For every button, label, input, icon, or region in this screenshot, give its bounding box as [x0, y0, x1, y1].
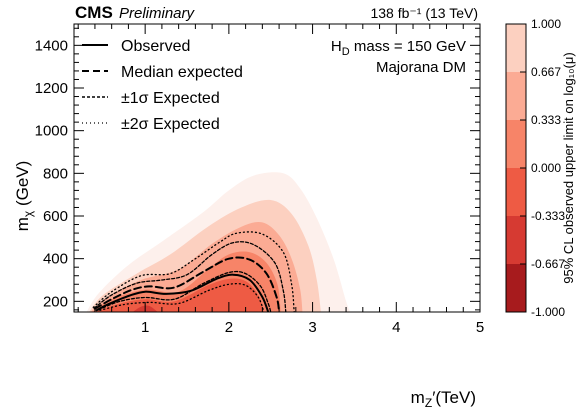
colorbar-band — [506, 72, 526, 121]
y-tick-label: 400 — [43, 251, 68, 268]
y-axis-title: mχ (GeV) — [13, 161, 35, 232]
colorbar-tick-label: 0.333 — [531, 113, 561, 127]
luminosity-label: 138 fb⁻¹ (13 TeV) — [370, 5, 478, 21]
y-tick-label: 200 — [43, 293, 68, 310]
x-tick-label: 5 — [476, 319, 484, 336]
colorbar-title: 95% CL observed upper limit on log₁₀(μ) — [561, 52, 576, 283]
legend-label-2sigma: ±2σ Expected — [121, 116, 220, 133]
contour--2-expected — [92, 231, 295, 312]
contour--1-expected — [93, 241, 287, 312]
colorbar-tick-label: -1.000 — [531, 305, 565, 319]
colorbar-tick-label: 0.667 — [531, 65, 561, 79]
colorbar — [506, 24, 526, 313]
y-axis: 200 400 600 800 1000 1200 1400 — [35, 27, 480, 311]
y-tick-label: 1200 — [35, 80, 68, 97]
x-tick-label: 1 — [141, 319, 149, 336]
y-tick-label: 800 — [43, 165, 68, 182]
colorbar-tick-label: -0.333 — [531, 209, 565, 223]
colorbar-band — [506, 168, 526, 217]
cms-label: CMS — [75, 3, 113, 22]
legend-label-median: Median expected — [121, 64, 243, 81]
preliminary-label: Preliminary — [119, 5, 196, 22]
colorbar-ticks: 1.000 0.667 0.333 0.000 -0.333 -0.667 -1.000 — [520, 17, 565, 319]
x-tick-label: 4 — [392, 319, 400, 336]
colorbar-tick-label: 1.000 — [531, 17, 561, 31]
dm-type-label: Majorana DM — [376, 59, 466, 76]
x-axis: 1 2 3 4 5 — [77, 24, 484, 336]
colorbar-tick-label: 0.000 — [531, 161, 561, 175]
heatmap-regions — [86, 172, 351, 312]
colorbar-band — [506, 216, 526, 265]
x-axis-title: mZ′(TeV) — [411, 388, 476, 408]
colorbar-tick-label: -0.667 — [531, 257, 565, 271]
legend: Observed Median expected ±1σ Expected ±2… — [82, 38, 243, 133]
limit-contours — [92, 231, 295, 312]
legend-label-1sigma: ±1σ Expected — [121, 90, 220, 107]
colorbar-band — [506, 120, 526, 169]
heatmap-region-4 — [94, 278, 264, 312]
y-tick-label: 600 — [43, 208, 68, 225]
x-tick-label: 3 — [308, 319, 316, 336]
x-tick-label: 2 — [225, 319, 233, 336]
legend-label-observed: Observed — [121, 38, 190, 55]
contour-median-expected — [93, 256, 281, 312]
hd-mass-label: HD mass = 150 GeV — [331, 38, 466, 58]
contour--1-expected — [97, 270, 272, 312]
plot-frame — [73, 23, 481, 313]
contour--2-expected — [99, 283, 265, 312]
colorbar-band — [506, 24, 526, 73]
y-tick-label: 1000 — [35, 123, 68, 140]
y-tick-label: 1400 — [35, 37, 68, 54]
colorbar-band — [506, 264, 526, 313]
